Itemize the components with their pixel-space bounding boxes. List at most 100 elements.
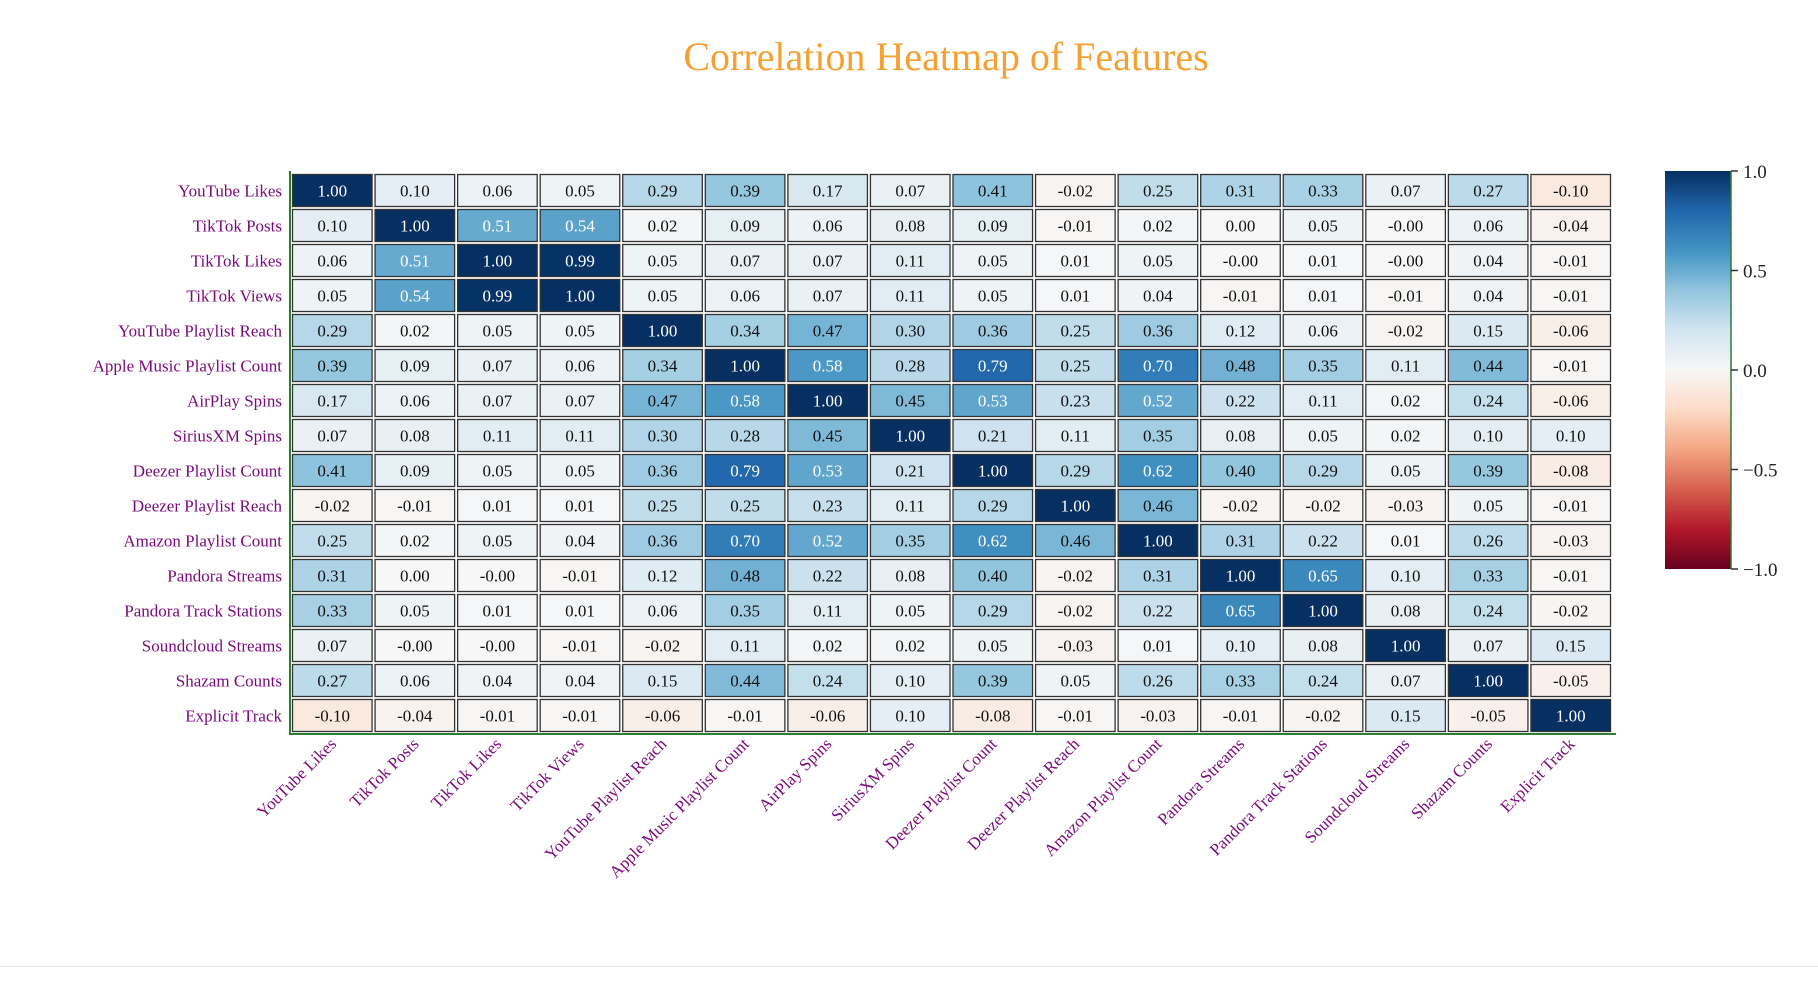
heatmap-cell <box>291 173 373 208</box>
heatmap-cell <box>869 628 951 663</box>
heatmap-cell <box>704 383 786 418</box>
heatmap-cell <box>1200 698 1281 733</box>
heatmap-cell <box>952 383 1034 418</box>
cell-value-label: -0.01 <box>1058 707 1093 726</box>
heatmap-cell <box>456 348 538 383</box>
heatmap-cell <box>1530 278 1612 313</box>
heatmap-cell <box>539 418 621 453</box>
cell-value-label: -0.06 <box>1553 322 1588 341</box>
heatmap-cell <box>869 453 951 488</box>
colorbar-tick-label: 1.0 <box>1743 162 1767 183</box>
heatmap-cell <box>869 243 951 278</box>
cell-value-label: 0.15 <box>1556 637 1586 656</box>
heatmap-cell <box>539 663 621 698</box>
cell-value-label: 0.34 <box>730 322 760 341</box>
cell-value-label: 0.31 <box>1226 532 1256 551</box>
heatmap-cell <box>374 383 456 418</box>
cell-value-label: 0.79 <box>978 357 1008 376</box>
heatmap-cell <box>291 418 373 453</box>
cell-value-label: 0.53 <box>813 462 843 481</box>
cell-value-label: 0.07 <box>895 182 925 201</box>
cell-value-label: 0.54 <box>565 217 595 236</box>
heatmap-cell <box>1530 488 1612 523</box>
heatmap-cell <box>787 488 869 523</box>
cell-value-label: 0.27 <box>1473 182 1503 201</box>
cell-value-label: -0.03 <box>1058 637 1093 656</box>
cell-value-label: 0.25 <box>730 497 760 516</box>
heatmap-cell <box>952 453 1034 488</box>
cell-value-label: 0.28 <box>895 357 925 376</box>
heatmap-cell <box>1117 558 1199 593</box>
heatmap-cell <box>869 173 951 208</box>
cell-value-label: 0.12 <box>648 567 678 586</box>
heatmap-cell <box>622 243 703 278</box>
heatmap-cell <box>952 243 1034 278</box>
cell-value-label: 0.11 <box>731 637 760 656</box>
cell-value-label: 1.00 <box>648 322 678 341</box>
cell-value-label: 0.25 <box>317 532 347 551</box>
heatmap-cell <box>952 488 1034 523</box>
x-tick-siriusxm-spins: SiriusXM Spins <box>827 734 918 825</box>
cell-value-label: -0.01 <box>1223 707 1258 726</box>
cell-value-label: 0.11 <box>813 602 842 621</box>
heatmap-cell <box>1282 593 1364 628</box>
heatmap-cell <box>1200 593 1281 628</box>
heatmap-cell <box>1282 348 1364 383</box>
cell-value-label: 0.47 <box>648 392 678 411</box>
heatmap-cell <box>869 523 951 558</box>
cell-value-label: -0.00 <box>1388 217 1423 236</box>
heatmap-cell <box>1034 383 1116 418</box>
heatmap-cell <box>952 313 1034 348</box>
cell-value-label: 0.07 <box>1391 672 1421 691</box>
cell-value-label: 0.06 <box>400 672 430 691</box>
heatmap-cell <box>952 208 1034 243</box>
cell-value-label: 0.05 <box>1060 672 1090 691</box>
cell-value-label: 0.01 <box>1060 252 1090 271</box>
x-tick-shazam-counts: Shazam Counts <box>1407 734 1496 823</box>
heatmap-cell <box>1034 558 1116 593</box>
heatmap-cell <box>622 488 703 523</box>
heatmap-cell <box>374 488 456 523</box>
cell-value-label: 0.01 <box>1060 287 1090 306</box>
cell-value-label: -0.01 <box>1553 497 1588 516</box>
heatmap-cell <box>787 663 869 698</box>
heatmap-cell <box>291 453 373 488</box>
cell-value-label: 0.05 <box>1143 252 1173 271</box>
heatmap-cell <box>291 558 373 593</box>
cell-value-label: 0.10 <box>317 217 347 236</box>
cell-value-label: 0.41 <box>978 182 1008 201</box>
heatmap-cell <box>869 313 951 348</box>
cell-value-label: 1.00 <box>978 462 1008 481</box>
cell-value-label: -0.00 <box>480 637 515 656</box>
heatmap-cell <box>539 593 621 628</box>
heatmap-cell <box>1365 418 1447 453</box>
cell-value-label: 0.33 <box>1226 672 1256 691</box>
heatmap-cell <box>374 348 456 383</box>
cell-value-label: 0.01 <box>483 602 513 621</box>
heatmap-cell <box>787 418 869 453</box>
heatmap-cell <box>952 418 1034 453</box>
cell-value-label: 0.24 <box>1473 392 1503 411</box>
heatmap-cell <box>622 208 703 243</box>
heatmap-cell <box>1282 698 1364 733</box>
heatmap-cell <box>1034 453 1116 488</box>
cell-value-label: 0.70 <box>1143 357 1173 376</box>
heatmap-cell <box>1117 453 1199 488</box>
heatmap-cell <box>787 453 869 488</box>
cell-value-label: -0.02 <box>1553 602 1588 621</box>
heatmap-cell <box>1282 488 1364 523</box>
cell-value-label: 0.09 <box>978 217 1008 236</box>
cell-value-label: -0.01 <box>727 707 762 726</box>
cell-value-label: 0.24 <box>813 672 843 691</box>
cell-value-label: 0.58 <box>813 357 843 376</box>
heatmap-cell <box>539 208 621 243</box>
cell-value-label: 0.06 <box>483 182 513 201</box>
cell-value-label: 0.01 <box>565 497 595 516</box>
heatmap-cell <box>456 208 538 243</box>
heatmap-cell <box>539 278 621 313</box>
cell-value-label: 0.28 <box>730 427 760 446</box>
heatmap-cell <box>539 628 621 663</box>
heatmap-cell <box>787 698 869 733</box>
x-tick-youtube-likes: YouTube Likes <box>253 734 340 821</box>
